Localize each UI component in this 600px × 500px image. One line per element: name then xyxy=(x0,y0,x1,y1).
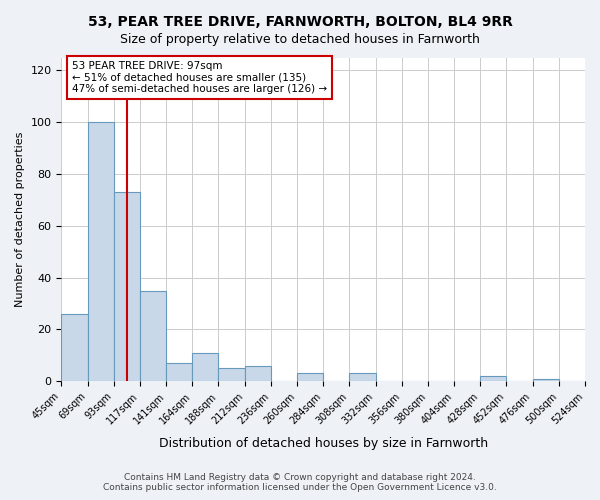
Bar xyxy=(166,363,193,382)
Bar xyxy=(533,378,559,382)
Text: 53 PEAR TREE DRIVE: 97sqm
← 51% of detached houses are smaller (135)
47% of semi: 53 PEAR TREE DRIVE: 97sqm ← 51% of detac… xyxy=(72,60,327,94)
X-axis label: Distribution of detached houses by size in Farnworth: Distribution of detached houses by size … xyxy=(158,437,488,450)
Bar xyxy=(480,376,506,382)
Bar xyxy=(114,192,140,382)
Bar xyxy=(218,368,245,382)
Bar xyxy=(140,290,166,382)
Text: Contains HM Land Registry data © Crown copyright and database right 2024.
Contai: Contains HM Land Registry data © Crown c… xyxy=(103,473,497,492)
Text: 53, PEAR TREE DRIVE, FARNWORTH, BOLTON, BL4 9RR: 53, PEAR TREE DRIVE, FARNWORTH, BOLTON, … xyxy=(88,15,512,29)
Text: Size of property relative to detached houses in Farnworth: Size of property relative to detached ho… xyxy=(120,32,480,46)
Bar xyxy=(245,366,271,382)
Bar xyxy=(193,353,218,382)
Y-axis label: Number of detached properties: Number of detached properties xyxy=(15,132,25,307)
Bar xyxy=(61,314,88,382)
Bar xyxy=(349,374,376,382)
Bar xyxy=(297,374,323,382)
Bar xyxy=(88,122,114,382)
